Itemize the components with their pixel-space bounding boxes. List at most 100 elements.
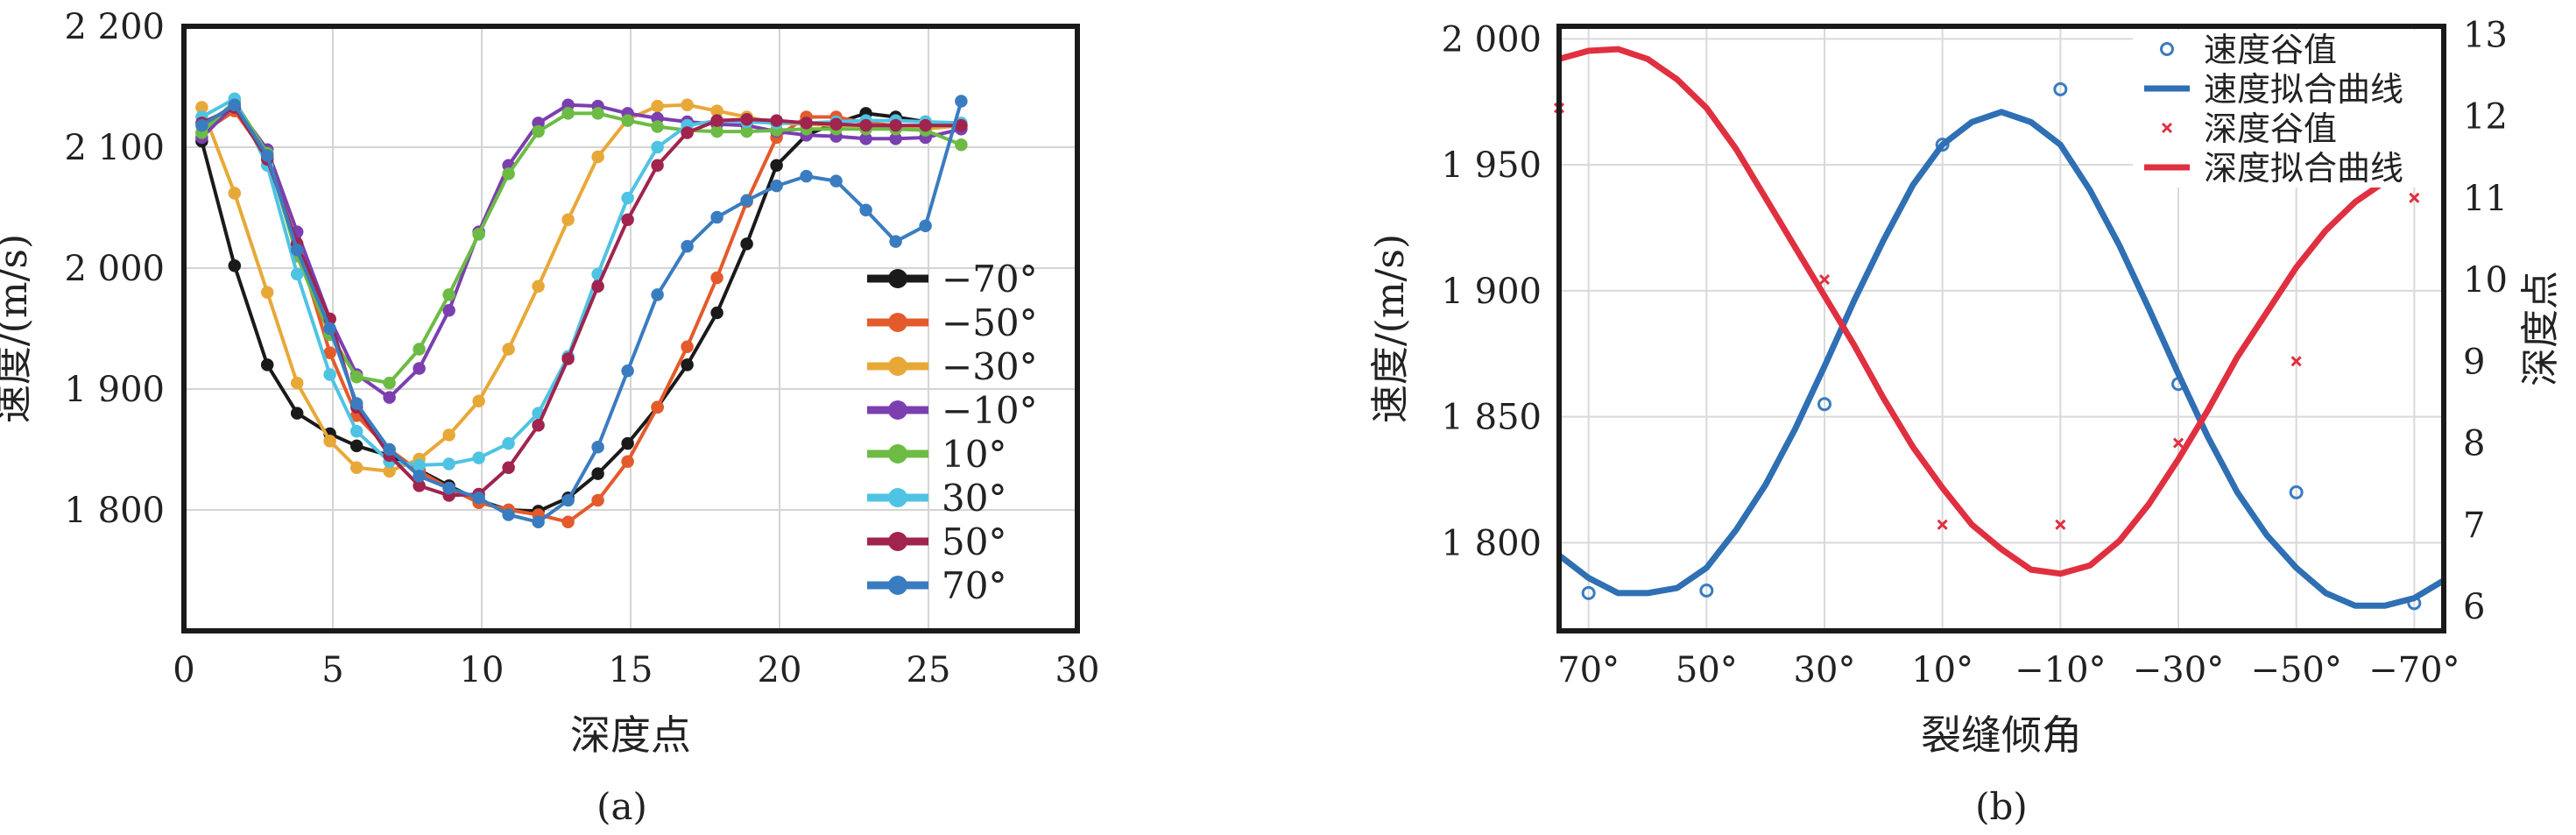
panel-a-legend-swatch-marker (888, 488, 907, 507)
panel-a-data-point (413, 470, 426, 483)
panel-a-data-point (591, 467, 604, 480)
panel-b-x-tick-label: −50° (2250, 650, 2341, 690)
panel-a-data-point (621, 213, 634, 227)
panel-a-data-point (349, 439, 363, 453)
panel-b-x-tick-label: 50° (1676, 650, 1738, 690)
panel-b-caption: (b) (1975, 785, 2028, 828)
panel-b-left-y-tick-labels: 1 800 1 850 1 900 1 950 2 000 (1441, 19, 1542, 563)
panel-b-left-y-tick-label: 1 850 (1441, 398, 1542, 438)
panel-a-data-point (681, 340, 694, 353)
panel-b-legend-swatch-circle (2160, 42, 2174, 56)
panel-b-depth-point (1937, 519, 1948, 530)
panel-a-legend-label: 10° (942, 433, 1006, 476)
panel-a-legend-label: 50° (942, 520, 1006, 563)
panel-a-data-point (323, 435, 336, 448)
panel-b-depth-point (2172, 437, 2184, 449)
panel-a-legend: −70°−50°−30°−10°10°30°50°70° (867, 258, 1038, 607)
panel-a-legend-swatch-marker (888, 400, 907, 420)
panel-b-right-y-tick-label: 8 (2463, 424, 2485, 464)
panel-a-data-point (591, 107, 604, 120)
panel-a-data-point (889, 118, 902, 132)
panel-b-x-tick-label: 70° (1557, 650, 1620, 690)
panel-a-x-tick-label: 20 (758, 650, 802, 690)
panel-a-y-tick-label: 2 000 (64, 249, 165, 289)
panel-b-velocity-point (1935, 138, 1950, 152)
panel-a-data-point (621, 191, 634, 205)
panel-b-right-y-tick-labels: 6 7 8 9 10 11 12 13 (2463, 15, 2508, 627)
panel-a-x-tick-label: 30 (1055, 650, 1100, 690)
panel-a-data-point (621, 114, 634, 127)
panel-a-data-point (681, 358, 694, 372)
panel-b-plot-frame (1556, 24, 2446, 633)
panel-b-velocity-point (1817, 397, 1831, 412)
panel-b-depth-point (2290, 356, 2302, 367)
panel-a-data-point (859, 203, 872, 217)
panel-b-legend-swatch-cross (2161, 122, 2173, 134)
panel-a-data-point (442, 304, 455, 317)
panel-b-left-y-tick-label: 1 800 (1441, 523, 1542, 563)
panel-a-data-point (413, 458, 426, 472)
panel-b-x-tick-label: −70° (2368, 650, 2460, 690)
panel-a-data-point (955, 138, 968, 152)
panel-a-data-point (413, 343, 426, 356)
panel-b-right-y-tick-label: 6 (2463, 587, 2485, 627)
panel-a-data-point (349, 461, 363, 474)
panel-a-data-point (800, 169, 813, 183)
panel-a-data-point (710, 306, 723, 320)
panel-a-legend-label: −50° (942, 301, 1038, 344)
panel-b-x-axis-label: 裂缝倾角 (1921, 711, 2082, 759)
panel-a-plot-frame (181, 24, 1080, 633)
panel-a-data-point (472, 451, 485, 464)
panel-a-data-point (290, 376, 304, 390)
panel-b-x-tick-labels: 70° 50° 30° 10° −10° −30° −50° −70° (1557, 650, 2460, 690)
panel-b-depth-point (2055, 519, 2066, 530)
panel-a-data-point (532, 280, 545, 293)
panel-b-chart: 1 800 1 850 1 900 1 950 2 000 6 7 8 9 10 11 12 13 7… (1368, 15, 2563, 828)
panel-a-data-point (770, 114, 783, 127)
panel-a-data-point (323, 368, 336, 381)
panel-a-data-point (740, 113, 753, 126)
panel-a-data-point (442, 457, 455, 471)
panel-a-data-point (889, 235, 902, 248)
panel-a-data-point (383, 376, 396, 390)
panel-b-x-tick-label: 10° (1911, 650, 1973, 690)
panel-a-data-point (260, 358, 274, 372)
panel-a-data-point (561, 493, 575, 507)
panel-a-data-point (228, 258, 242, 272)
panel-b-right-y-tick-label: 9 (2463, 342, 2485, 382)
panel-b-legend-label: 深度谷值 (2204, 110, 2337, 148)
panel-a-data-point (502, 461, 515, 474)
panel-b-series-curve-1 (1556, 109, 2445, 609)
panel-a-data-point (770, 179, 783, 193)
panel-a-x-tick-label: 10 (460, 650, 505, 690)
panel-b-left-y-tick-label: 1 900 (1441, 272, 1542, 312)
panel-a-data-point (349, 425, 363, 438)
panel-a-data-point (770, 159, 783, 172)
panel-a-data-point (383, 442, 396, 456)
panel-a-data-point (502, 436, 515, 450)
panel-b-velocity-point (2053, 81, 2068, 96)
panel-a-y-tick-label: 1 900 (64, 370, 165, 410)
panel-b-y-axis-label: 速度/(m/s) (1368, 234, 1413, 423)
panel-a-legend-label: −30° (942, 345, 1038, 388)
panel-a-data-point (228, 98, 242, 111)
panel-a-data-point (532, 515, 545, 529)
panel-a-data-point (621, 364, 634, 378)
panel-a-x-tick-label: 15 (609, 650, 653, 690)
panel-a-legend-swatch-marker (888, 313, 907, 332)
panel-b-left-y-tick-label: 1 950 (1441, 145, 1542, 186)
panel-a-data-point (829, 174, 843, 188)
panel-a-data-point (442, 288, 455, 301)
panel-b-legend-label: 速度谷值 (2204, 31, 2337, 69)
panel-b-series-group (1553, 46, 2445, 611)
panel-a-data-point (651, 288, 664, 301)
panel-b-velocity-point (2289, 485, 2304, 499)
panel-a-data-point (349, 397, 363, 410)
panel-a-data-point (228, 187, 242, 200)
panel-a-data-point (502, 508, 515, 521)
panel-a-x-tick-label: 25 (907, 650, 951, 690)
panel-a-data-point (591, 493, 604, 507)
panel-a-series-group (195, 92, 968, 529)
panel-a-data-point (955, 95, 968, 108)
